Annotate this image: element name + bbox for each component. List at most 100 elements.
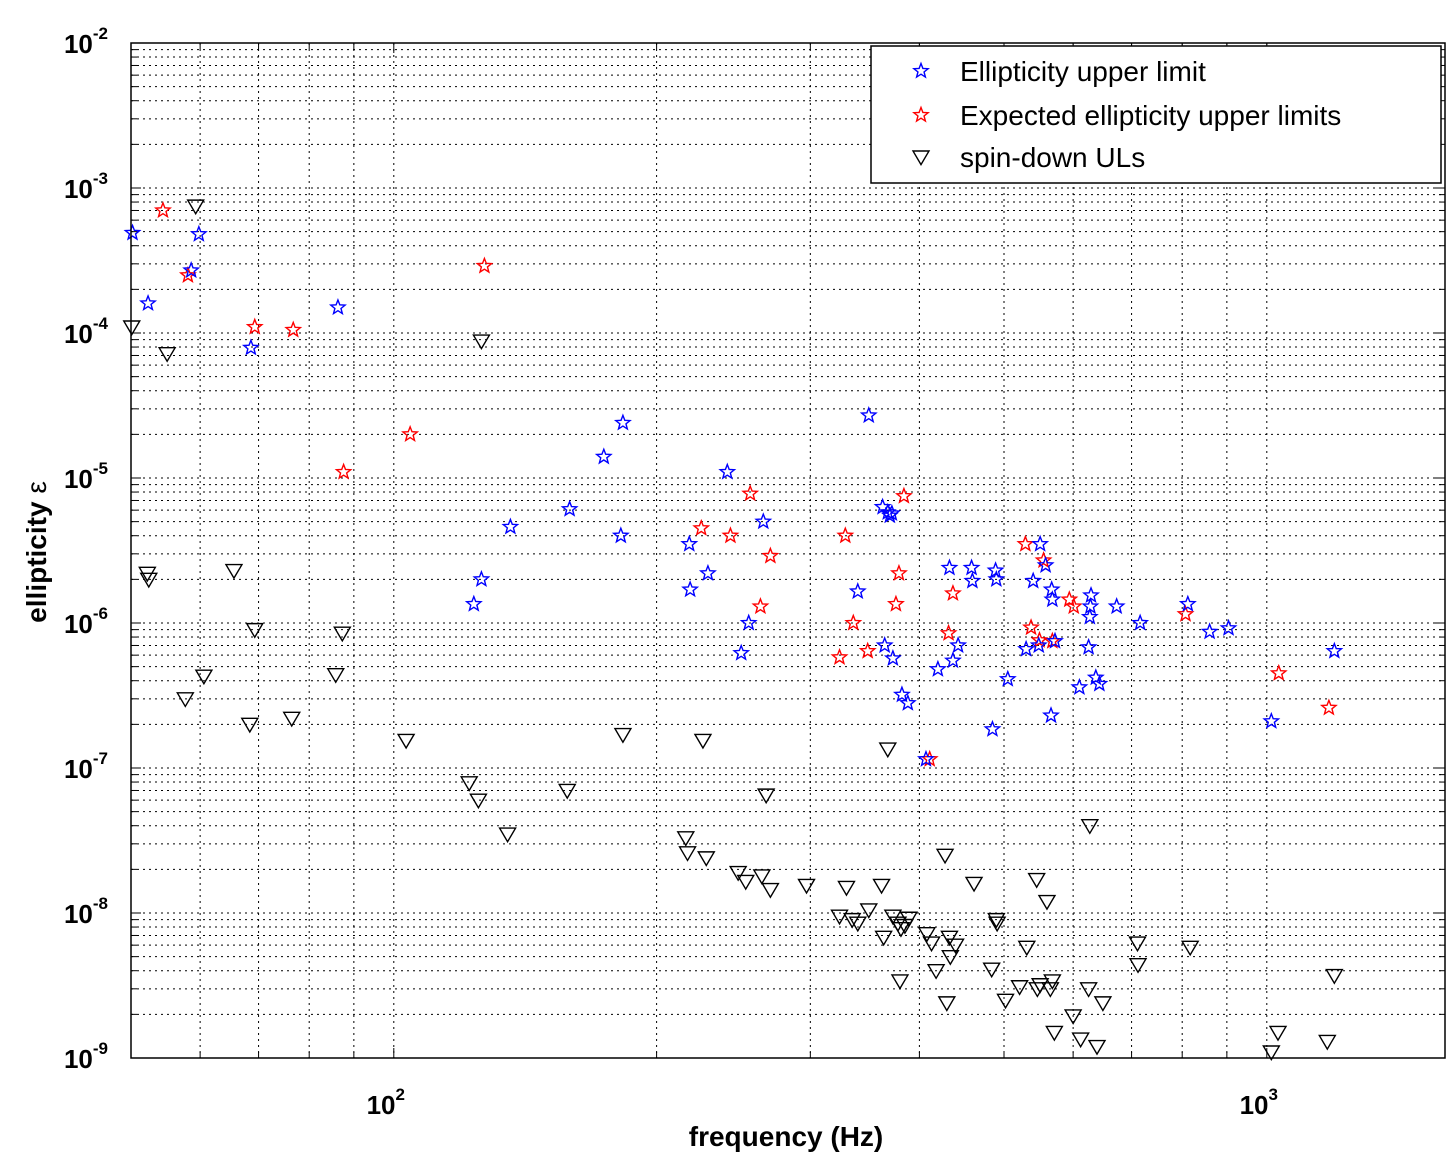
series-2-point [752,869,772,885]
y-tick-label-exponent: -2 [93,24,108,43]
series-1-point [858,641,877,659]
series-2-point [498,827,517,844]
y-axis-label: ellipticity ε [21,481,52,623]
series-2-point [1063,1009,1083,1025]
series-0-point [182,260,201,279]
series-2-point [1010,980,1029,996]
series-1-point [1064,597,1083,615]
series-1-point [844,613,863,631]
series-0-point [1017,639,1036,657]
series-2-point [756,788,776,805]
x-tick-label-base: 10 [1240,1090,1269,1120]
series-2-point [728,865,748,882]
series-2-point [878,742,898,759]
series-0-point [139,293,158,312]
series-1-point [1016,534,1035,552]
series-0-point [732,643,751,661]
series-0-point [328,298,347,316]
series-1-point [886,594,905,612]
series-0-point [1090,674,1109,692]
series-0-point [962,558,981,576]
series-0-point [875,636,894,654]
series-0-point [1262,711,1281,729]
series-0-point [1325,641,1344,659]
series-2-point [946,938,965,955]
series-2-point [1128,957,1148,974]
series-2-point [678,846,697,862]
y-tick-label: 10-6 [64,604,108,639]
series-2-point [1262,1045,1281,1061]
series-0-point [1042,706,1061,724]
series-0-point [464,594,483,612]
series-2-point [848,916,868,933]
series-2-point [1045,1025,1064,1042]
series-2-point [982,962,1001,979]
series-2-point [1318,1034,1337,1051]
legend: Ellipticity upper limit Expected ellipti… [870,45,1442,184]
series-2-point [996,993,1015,1010]
series-2-point [917,926,937,943]
series-0-point [560,499,579,517]
series-2-point [1268,1025,1288,1042]
series-2-point [1325,968,1344,985]
series-1-point [751,597,770,615]
series-2-point [1180,940,1200,957]
y-tick-label-exponent: -7 [93,749,108,768]
series-2-point [1027,872,1046,889]
series-2-point [941,949,960,966]
legend-icons [911,61,931,166]
series-2-point [987,912,1006,929]
series-2-point [935,848,955,865]
series-2-point [837,880,856,897]
series-1-point [741,484,760,502]
y-tick-label: 10-9 [64,1039,108,1074]
series-2-point [1017,940,1037,957]
legend-entry-0: Ellipticity upper limit [960,56,1206,87]
series-0-point [1024,571,1043,589]
series-0-point [848,581,867,600]
series-2-point [830,909,849,926]
series-2-point [245,622,264,639]
x-tick-label-base: 10 [367,1090,396,1120]
legend-box [870,45,1442,184]
series-1-point [836,526,855,544]
series-2-point [1093,996,1113,1012]
series-0-point [1080,607,1099,625]
series-0-point [983,719,1002,737]
y-tick-label: 10-8 [64,894,108,929]
y-axis-label-symbol: ε [21,481,52,493]
series-1-point [939,623,958,641]
series-0-point [613,413,632,431]
series-0-point [594,447,613,465]
series-1-point [153,201,172,219]
series-1-point [1176,604,1195,622]
series-1-point [284,320,303,338]
series-2-point [157,346,177,363]
series-0-point [1036,555,1055,573]
series-0-point [883,648,902,667]
y-tick-label-base: 10 [64,29,93,59]
series-1-point [943,583,962,602]
series-0-point [189,224,208,242]
series-0-point [916,749,935,767]
y-tick-label: 10-2 [64,24,108,59]
x-tick-label: 103 [1240,1085,1278,1120]
legend-entry-1: Expected ellipticity upper limits [960,100,1341,131]
series-0-point [987,569,1006,588]
series-0-point [739,613,758,631]
series-1-point [1030,630,1049,648]
series-1-point [245,317,264,335]
legend-icon-1 [912,105,930,123]
legend-icon-2 [911,150,931,166]
y-tick-label-base: 10 [64,899,93,929]
series-1-point [692,518,711,536]
series-1-point [1034,550,1053,569]
series-2-point [240,717,260,734]
series-2-point [1037,894,1057,911]
series-2-point [1041,982,1060,998]
series-0-point [882,503,901,522]
series-0-point [1029,636,1048,654]
series-2-point [1079,982,1098,998]
series-2-point [1087,1039,1107,1056]
series-2-point [922,936,941,953]
